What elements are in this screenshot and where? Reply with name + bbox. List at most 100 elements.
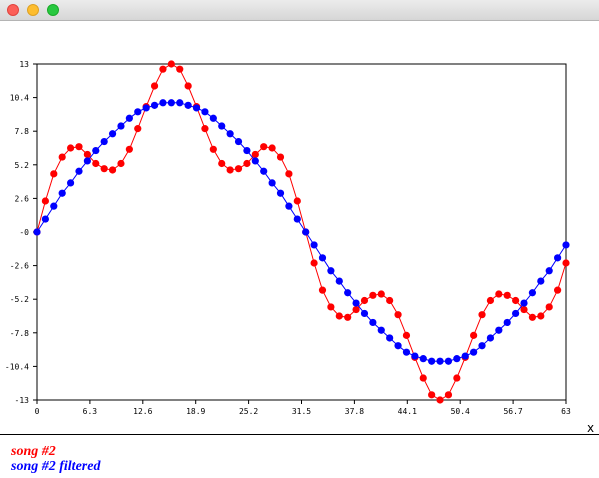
data-point-series-2 (436, 357, 444, 365)
data-point-series-2 (394, 342, 402, 350)
data-point-series-1 (268, 144, 276, 152)
data-point-series-2 (234, 137, 243, 146)
data-point-series-1 (41, 197, 49, 205)
plot-frame (36, 63, 567, 401)
data-point-series-1 (176, 65, 184, 73)
data-point-series-1 (360, 296, 369, 305)
data-point-series-2 (461, 352, 469, 360)
data-point-series-1 (503, 291, 511, 299)
data-point-series-2 (352, 299, 360, 307)
minimize-window-button[interactable] (27, 4, 39, 16)
x-tick-label: 18.9 (186, 407, 205, 416)
y-tick-label: 13 (19, 60, 29, 69)
data-point-series-1 (159, 65, 167, 73)
data-point-series-2 (134, 108, 142, 116)
y-tick-label: -7.8 (10, 329, 29, 338)
series-line-2 (36, 102, 567, 362)
y-tick-label: -0 (19, 228, 29, 237)
data-point-series-2 (520, 299, 528, 307)
line-chart: 13 10.4 7.8 5.2 2.6 -0 -2.6 -5.2 -7.8 -10.4 -13 0 6.… (5, 60, 571, 416)
data-point-series-1 (419, 374, 427, 382)
close-window-button[interactable] (7, 4, 19, 16)
data-point-series-1 (218, 159, 226, 168)
data-point-series-2 (344, 289, 352, 297)
y-tick-label: 10.4 (10, 94, 29, 103)
data-point-series-1 (226, 166, 234, 174)
data-point-series-2 (503, 318, 511, 327)
data-point-series-2 (293, 215, 301, 223)
zoom-window-button[interactable] (47, 4, 59, 16)
y-tick-label: -5.2 (10, 295, 29, 304)
x-tick-label: 63 (561, 407, 571, 416)
data-point-series-1 (512, 296, 520, 305)
y-tick-label: -13 (15, 396, 30, 405)
data-point-series-1 (150, 82, 159, 90)
y-tick-label: 5.2 (15, 161, 30, 170)
data-point-series-1 (83, 150, 91, 159)
x-tick-label: 56.7 (503, 407, 522, 416)
data-point-series-2 (537, 277, 545, 285)
data-point-series-2 (302, 228, 310, 236)
x-tick-label: 25.2 (239, 407, 258, 416)
data-point-series-1 (260, 143, 268, 151)
data-point-series-2 (276, 189, 285, 197)
data-point-series-1 (520, 305, 528, 314)
data-point-series-1 (318, 286, 327, 294)
data-point-series-2 (251, 157, 259, 165)
data-point-series-2 (117, 122, 125, 130)
data-point-series-2 (58, 189, 66, 197)
data-point-series-2 (486, 334, 495, 342)
data-point-series-1 (100, 165, 108, 173)
data-point-series-1 (251, 150, 259, 159)
data-point-series-2 (108, 130, 117, 138)
data-point-series-2 (310, 241, 318, 249)
data-point-series-1 (545, 303, 553, 311)
data-point-series-2 (335, 277, 343, 285)
data-point-series-2 (41, 215, 49, 223)
x-axis-label: x (587, 421, 595, 435)
data-point-series-1 (108, 166, 117, 174)
data-point-series-2 (545, 267, 553, 275)
data-point-series-2 (470, 348, 478, 356)
data-point-series-1 (444, 391, 453, 399)
data-point-series-2 (478, 342, 486, 350)
data-point-series-1 (537, 312, 545, 320)
data-point-series-1 (486, 296, 495, 305)
data-point-series-1 (436, 396, 444, 404)
data-point-series-2 (402, 348, 411, 356)
series-line-1 (36, 63, 567, 401)
y-tick-label: -10.4 (5, 362, 29, 371)
x-tick-label: 31.5 (292, 407, 311, 416)
data-point-series-1 (310, 259, 318, 267)
data-point-series-1 (528, 313, 537, 321)
data-point-series-1 (234, 165, 243, 173)
data-point-series-2 (100, 137, 108, 146)
data-point-series-1 (167, 60, 175, 68)
data-point-series-2 (260, 167, 268, 175)
data-point-series-1 (125, 145, 133, 153)
data-point-series-1 (394, 311, 402, 319)
data-point-series-2 (50, 202, 58, 210)
data-point-series-2 (142, 104, 150, 112)
data-point-series-1 (285, 170, 293, 178)
data-point-series-1 (58, 153, 66, 161)
data-point-series-1 (495, 290, 503, 298)
data-point-series-2 (419, 355, 427, 363)
data-point-series-2 (125, 114, 133, 122)
data-point-series-1 (428, 391, 436, 399)
data-point-series-1 (470, 331, 478, 339)
data-point-series-2 (33, 228, 41, 236)
data-point-series-2 (495, 326, 503, 334)
data-point-series-2 (453, 355, 461, 363)
data-point-series-1 (377, 290, 385, 298)
data-point-series-2 (176, 99, 184, 107)
data-point-series-2 (285, 202, 293, 210)
data-point-series-1 (117, 159, 125, 168)
data-point-series-1 (134, 125, 142, 133)
data-point-series-1 (562, 259, 570, 267)
data-point-series-2 (428, 357, 436, 365)
data-point-series-1 (75, 143, 83, 151)
data-point-series-2 (243, 146, 251, 155)
x-tick-label: 12.6 (133, 407, 152, 416)
data-point-series-2 (226, 130, 234, 138)
